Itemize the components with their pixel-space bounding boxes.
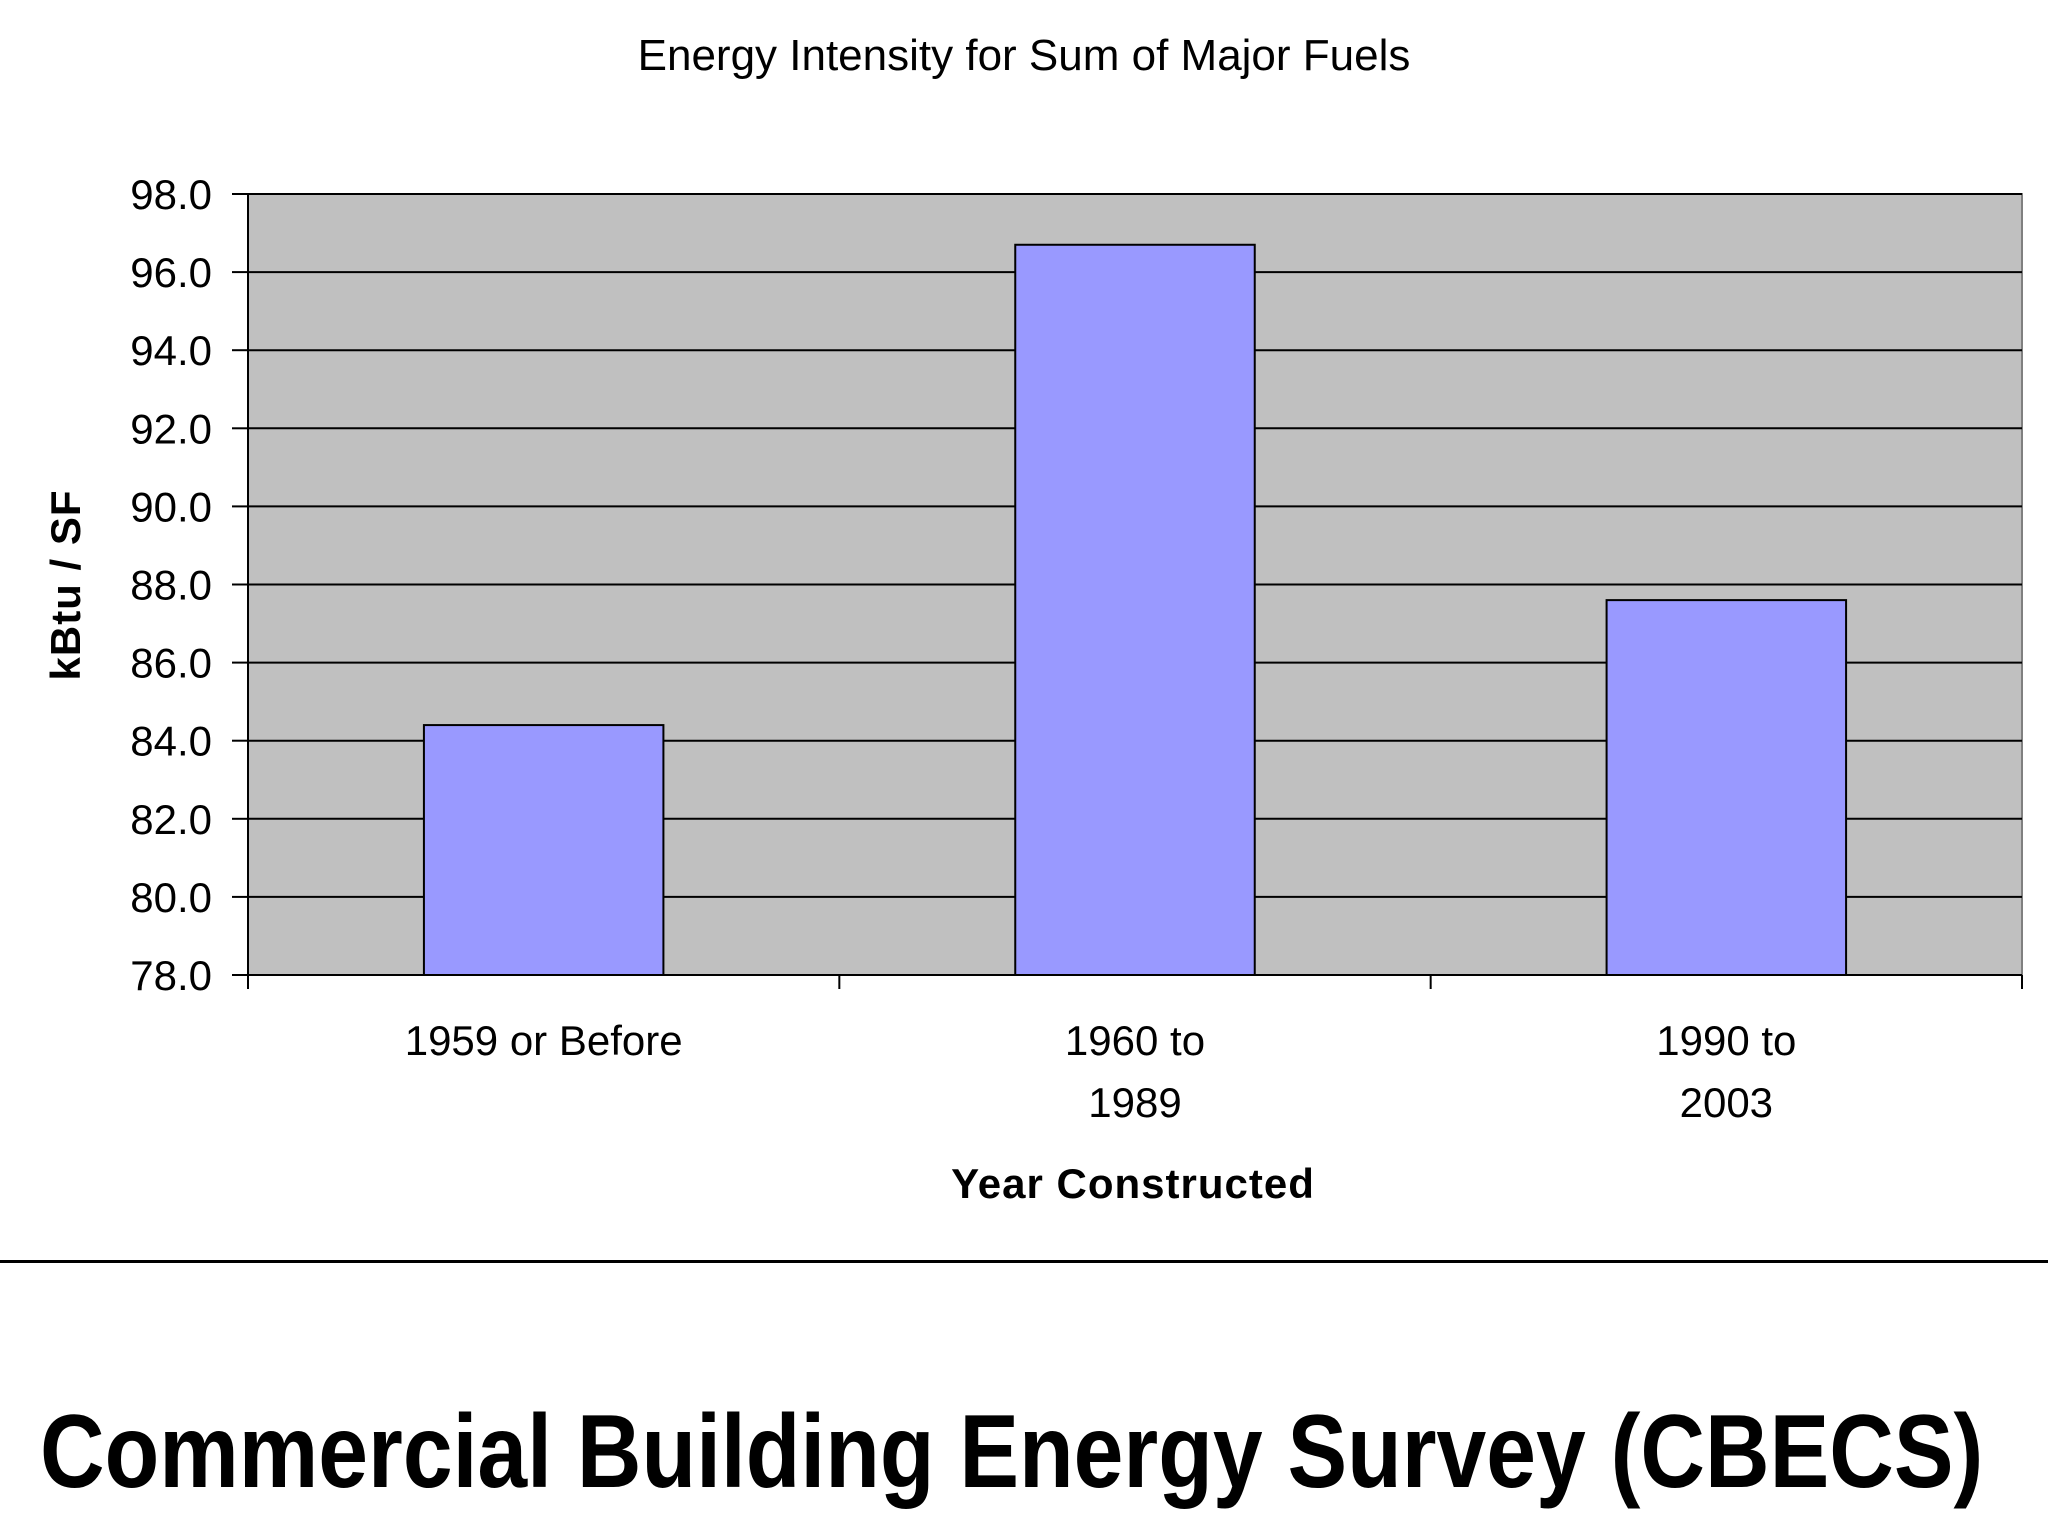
y-tick-label: 86.0: [130, 640, 212, 687]
bar: [1605, 599, 1848, 976]
x-axis-title: Year Constructed: [951, 1160, 1315, 1207]
chart-area: Energy Intensity for Sum of Major Fuels …: [42, 31, 2023, 1207]
bar-chart: Energy Intensity for Sum of Major Fuels …: [42, 31, 2023, 1207]
y-tick-label: 92.0: [130, 405, 212, 452]
divider: [0, 1260, 2048, 1263]
y-tick-label: 84.0: [130, 718, 212, 765]
y-tick-label: 98.0: [130, 171, 212, 218]
bar: [422, 724, 665, 977]
y-tick-label: 82.0: [130, 796, 212, 843]
chart-title: Energy Intensity for Sum of Major Fuels: [638, 31, 1411, 80]
x-tick-label: 2003: [1680, 1079, 1773, 1126]
y-axis-title: kBtu / SF: [42, 489, 89, 680]
y-tick-label: 94.0: [130, 327, 212, 374]
x-tick-label: 1960 to: [1065, 1017, 1205, 1064]
bar: [1014, 243, 1256, 976]
y-tick-label: 80.0: [130, 874, 212, 921]
x-tick-label: 1989: [1088, 1079, 1181, 1126]
y-tick-label: 96.0: [130, 249, 212, 296]
y-tick-label: 88.0: [130, 562, 212, 609]
plot-area: 78.0 80.0 82.0 84.0 86.0 88.0 90.0 92.0 94.0 96.0…: [130, 171, 2023, 1126]
x-tick-label: 1990 to: [1656, 1017, 1796, 1064]
x-tick-label: 1959 or Before: [405, 1017, 683, 1064]
y-tick-label: 90.0: [130, 483, 212, 530]
y-tick-label: 78.0: [130, 952, 212, 999]
page-title: Commercial Building Energy Survey (CBECS…: [40, 1394, 1984, 1510]
